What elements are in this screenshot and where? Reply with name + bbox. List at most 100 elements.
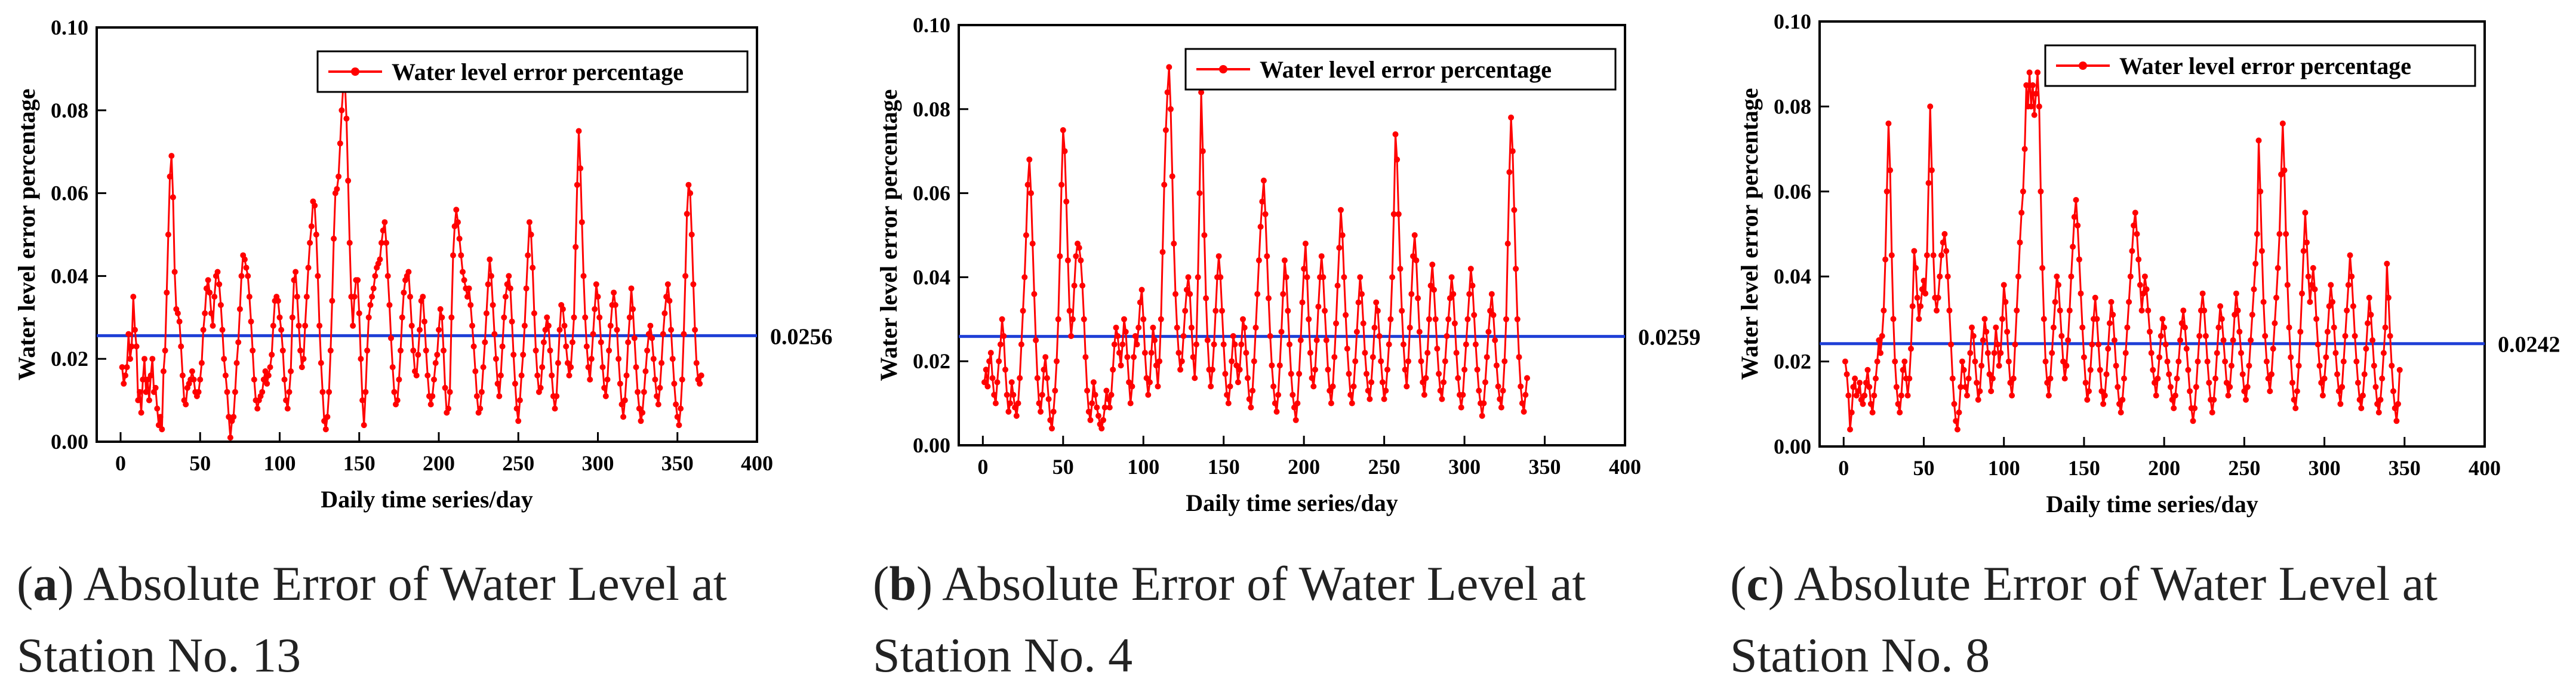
data-point (1984, 350, 1991, 356)
data-point (582, 314, 589, 321)
y-tick-label: 0.08 (1774, 94, 1811, 118)
data-point (1325, 366, 1331, 373)
data-point (2162, 341, 2169, 348)
data-point (2183, 346, 2190, 352)
data-point (300, 356, 307, 362)
data-point (2095, 341, 2102, 348)
data-point (2272, 320, 2278, 327)
data-point (2116, 401, 2122, 407)
data-point (2147, 328, 2153, 335)
y-tick-label: 0.02 (913, 349, 950, 373)
data-point (1174, 324, 1180, 331)
data-point (1367, 396, 1373, 402)
x-tick-label: 250 (502, 451, 534, 475)
data-point (149, 356, 156, 362)
data-point (450, 252, 456, 258)
data-point (2141, 273, 2148, 280)
data-point (2339, 384, 2346, 390)
data-point (164, 289, 170, 296)
data-point (144, 376, 151, 383)
data-point (2193, 384, 2199, 390)
legend-box (2044, 44, 2476, 87)
data-point (509, 318, 515, 325)
data-point (1039, 392, 1045, 398)
data-point (1078, 257, 1084, 264)
data-point (370, 285, 377, 292)
data-point (2244, 384, 2251, 390)
data-point (2331, 324, 2337, 331)
data-point (167, 173, 173, 180)
data-point (458, 252, 464, 258)
data-point (2097, 366, 2103, 373)
data-point (1118, 362, 1124, 369)
data-point (2384, 260, 2390, 267)
chart-panel-b: 0 50 100 150 200 250 300 350 400 0.00 0.02 0.04 0.06… (875, 13, 1701, 516)
chart-panel-c: 0 50 100 150 200 250 300 350 400 0.00 0.02 0.04 0.06… (1736, 10, 2560, 518)
y-tick-label: 0.00 (51, 430, 88, 454)
data-point (573, 244, 579, 250)
data-point (621, 397, 628, 404)
data-point (650, 356, 657, 362)
data-point (1359, 291, 1365, 297)
data-point (545, 322, 552, 329)
data-point (388, 335, 394, 341)
data-point (2140, 290, 2147, 297)
data-point (568, 364, 574, 371)
data-point (262, 368, 269, 374)
data-point (2014, 307, 2020, 314)
data-point (2206, 380, 2212, 386)
data-point (533, 347, 539, 354)
data-point (1076, 245, 1082, 251)
data-point (491, 331, 498, 337)
x-tick-label: 400 (741, 451, 773, 475)
data-point (469, 322, 475, 329)
plot-frame (958, 24, 1626, 446)
data-point (1972, 358, 1978, 365)
data-point (2392, 405, 2398, 411)
data-point (540, 339, 547, 346)
data-point (578, 219, 585, 226)
data-point (1867, 401, 1874, 407)
data-point (1115, 333, 1121, 339)
data-point (171, 269, 178, 275)
data-point (1355, 299, 1362, 306)
data-point (429, 393, 436, 399)
data-point (1961, 366, 1967, 373)
data-point (1855, 388, 1861, 395)
data-point (1524, 375, 1530, 381)
data-point (1158, 316, 1164, 322)
series-markers (1842, 69, 2403, 433)
data-point (1081, 316, 1087, 322)
data-point (398, 347, 404, 354)
data-point (1232, 341, 1238, 347)
data-point (1474, 366, 1481, 373)
x-tick-label: 50 (1913, 456, 1934, 480)
data-point (1140, 316, 1147, 322)
data-point (556, 327, 563, 333)
data-point (2222, 358, 2229, 365)
data-point (1387, 316, 1394, 322)
data-point (494, 380, 501, 387)
data-point (2360, 392, 2366, 399)
data-point (1162, 127, 1169, 133)
data-point (1292, 417, 1299, 423)
data-point (2023, 82, 2030, 88)
data-point (1236, 366, 1243, 373)
data-point (2172, 392, 2178, 399)
data-point (2007, 380, 2014, 386)
data-point (1002, 366, 1008, 373)
data-point (1890, 316, 1897, 322)
data-point (2033, 91, 2039, 97)
data-point (690, 281, 697, 288)
data-point (2015, 273, 2021, 280)
data-point (174, 310, 181, 316)
data-point (2103, 371, 2110, 377)
data-point (1845, 392, 1852, 399)
data-point (337, 140, 343, 147)
data-point (2342, 332, 2349, 339)
data-point (1374, 307, 1381, 314)
data-point (1458, 404, 1464, 411)
series-markers (981, 64, 1530, 432)
data-point (2230, 337, 2236, 343)
y-tick-label: 0.06 (1774, 180, 1811, 204)
